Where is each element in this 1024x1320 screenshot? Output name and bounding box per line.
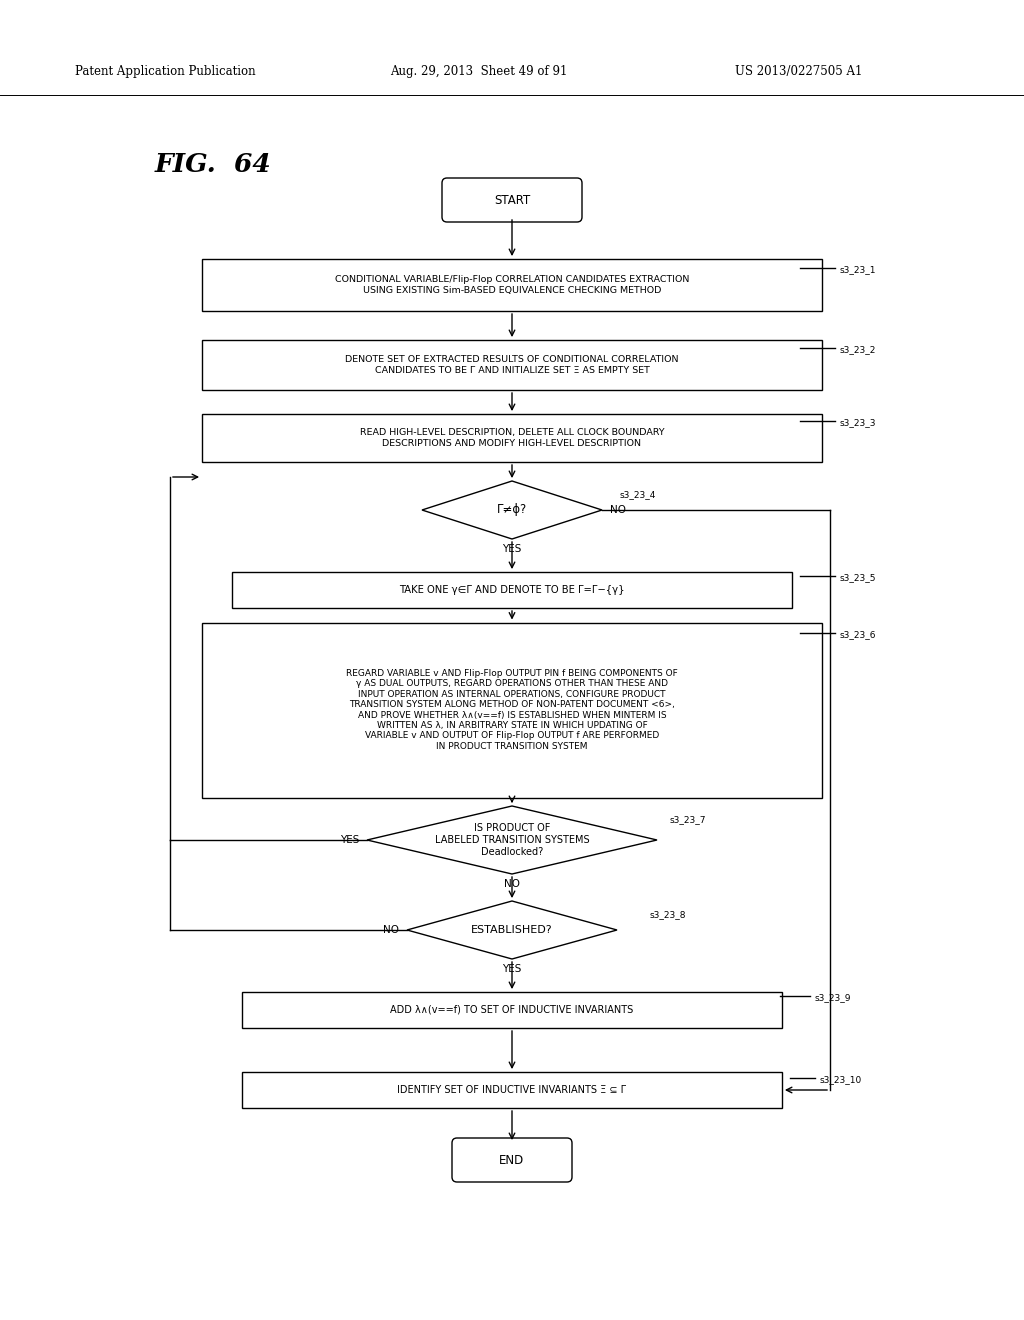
FancyBboxPatch shape (242, 1072, 782, 1107)
Text: IS PRODUCT OF
LABELED TRANSITION SYSTEMS
Deadlocked?: IS PRODUCT OF LABELED TRANSITION SYSTEMS… (434, 824, 590, 857)
FancyBboxPatch shape (202, 414, 822, 462)
Text: s3_23_7: s3_23_7 (670, 814, 707, 824)
Polygon shape (367, 807, 657, 874)
Text: YES: YES (503, 964, 521, 974)
Text: Γ≠ϕ?: Γ≠ϕ? (497, 503, 527, 516)
Text: YES: YES (503, 544, 521, 554)
Text: TAKE ONE γ∈Γ AND DENOTE TO BE Γ=Γ−{γ}: TAKE ONE γ∈Γ AND DENOTE TO BE Γ=Γ−{γ} (399, 585, 625, 595)
Text: NO: NO (383, 925, 399, 935)
Text: FIG.  64: FIG. 64 (155, 153, 271, 177)
Text: YES: YES (340, 836, 359, 845)
Text: s3_23_9: s3_23_9 (815, 993, 852, 1002)
Text: ADD λ∧(v==f) TO SET OF INDUCTIVE INVARIANTS: ADD λ∧(v==f) TO SET OF INDUCTIVE INVARIA… (390, 1005, 634, 1015)
Text: s3_23_6: s3_23_6 (840, 630, 877, 639)
Text: READ HIGH-LEVEL DESCRIPTION, DELETE ALL CLOCK BOUNDARY
DESCRIPTIONS AND MODIFY H: READ HIGH-LEVEL DESCRIPTION, DELETE ALL … (359, 428, 665, 447)
Text: s3_23_1: s3_23_1 (840, 265, 877, 275)
Text: ESTABLISHED?: ESTABLISHED? (471, 925, 553, 935)
Text: s3_23_5: s3_23_5 (840, 573, 877, 582)
Text: IDENTIFY SET OF INDUCTIVE INVARIANTS Ξ ⊆ Γ: IDENTIFY SET OF INDUCTIVE INVARIANTS Ξ ⊆… (397, 1085, 627, 1096)
Text: DENOTE SET OF EXTRACTED RESULTS OF CONDITIONAL CORRELATION
CANDIDATES TO BE Γ AN: DENOTE SET OF EXTRACTED RESULTS OF CONDI… (345, 355, 679, 375)
Text: END: END (500, 1154, 524, 1167)
Text: s3_23_2: s3_23_2 (840, 345, 877, 354)
Text: NO: NO (504, 879, 520, 888)
FancyBboxPatch shape (242, 993, 782, 1028)
Text: s3_23_8: s3_23_8 (650, 909, 686, 919)
Text: CONDITIONAL VARIABLE/Flip-Flop CORRELATION CANDIDATES EXTRACTION
USING EXISTING : CONDITIONAL VARIABLE/Flip-Flop CORRELATI… (335, 276, 689, 294)
Text: REGARD VARIABLE v AND Flip-Flop OUTPUT PIN f BEING COMPONENTS OF
γ AS DUAL OUTPU: REGARD VARIABLE v AND Flip-Flop OUTPUT P… (346, 669, 678, 751)
FancyBboxPatch shape (202, 341, 822, 389)
FancyBboxPatch shape (442, 178, 582, 222)
FancyBboxPatch shape (202, 623, 822, 797)
Text: Patent Application Publication: Patent Application Publication (75, 66, 256, 78)
Text: s3_23_3: s3_23_3 (840, 418, 877, 426)
Text: START: START (494, 194, 530, 206)
Text: s3_23_10: s3_23_10 (820, 1074, 862, 1084)
Text: Aug. 29, 2013  Sheet 49 of 91: Aug. 29, 2013 Sheet 49 of 91 (390, 66, 567, 78)
FancyBboxPatch shape (202, 259, 822, 312)
Text: s3_23_4: s3_23_4 (620, 490, 656, 499)
Text: US 2013/0227505 A1: US 2013/0227505 A1 (735, 66, 862, 78)
Polygon shape (422, 480, 602, 539)
FancyBboxPatch shape (232, 572, 792, 609)
Text: NO: NO (610, 506, 626, 515)
FancyBboxPatch shape (452, 1138, 572, 1181)
Polygon shape (407, 902, 617, 960)
